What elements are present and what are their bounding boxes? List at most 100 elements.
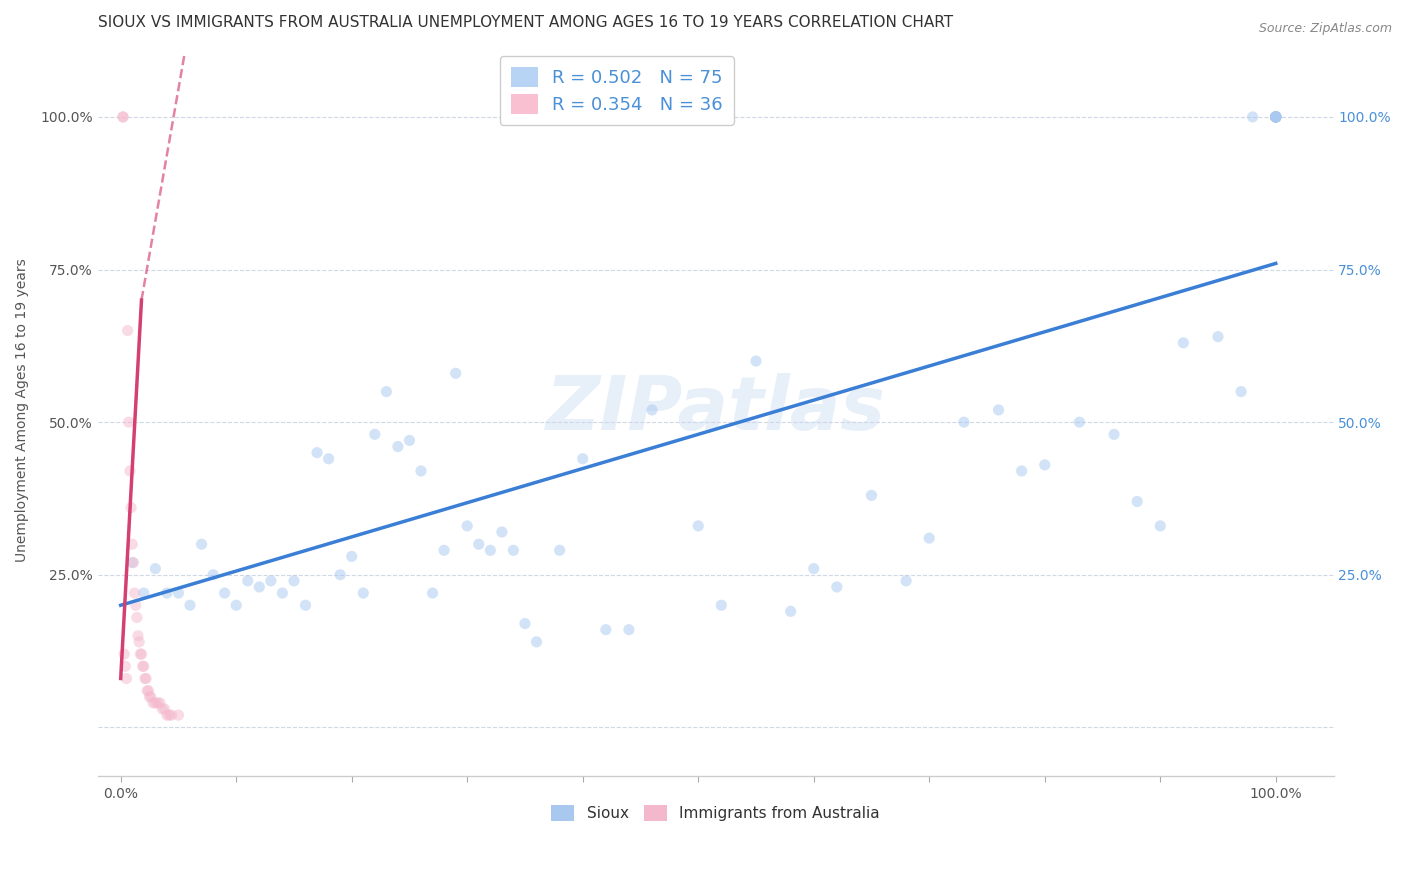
Point	[294, 599, 316, 613]
Point	[1264, 110, 1286, 124]
Point	[318, 451, 340, 466]
Point	[134, 672, 156, 686]
Point	[1264, 110, 1286, 124]
Point	[283, 574, 305, 588]
Point	[1264, 110, 1286, 124]
Point	[138, 690, 160, 704]
Point	[987, 403, 1010, 417]
Point	[131, 659, 153, 673]
Point	[127, 629, 149, 643]
Point	[1126, 494, 1149, 508]
Point	[153, 702, 176, 716]
Point	[387, 440, 409, 454]
Point	[143, 696, 166, 710]
Point	[167, 708, 190, 723]
Point	[156, 586, 179, 600]
Point	[125, 599, 148, 613]
Point	[132, 659, 155, 673]
Point	[422, 586, 444, 600]
Text: SIOUX VS IMMIGRANTS FROM AUSTRALIA UNEMPLOYMENT AMONG AGES 16 TO 19 YEARS CORREL: SIOUX VS IMMIGRANTS FROM AUSTRALIA UNEMP…	[97, 15, 953, 30]
Point	[894, 574, 917, 588]
Point	[111, 110, 134, 124]
Point	[409, 464, 432, 478]
Text: ZIPatlas: ZIPatlas	[546, 374, 886, 446]
Point	[139, 690, 162, 704]
Point	[779, 604, 801, 618]
Point	[125, 610, 148, 624]
Point	[121, 556, 143, 570]
Point	[129, 647, 152, 661]
Point	[513, 616, 536, 631]
Point	[468, 537, 491, 551]
Point	[548, 543, 571, 558]
Point	[479, 543, 502, 558]
Point	[202, 567, 225, 582]
Point	[688, 519, 710, 533]
Point	[128, 635, 150, 649]
Point	[150, 702, 173, 716]
Point	[617, 623, 640, 637]
Point	[375, 384, 398, 399]
Point	[143, 561, 166, 575]
Point	[112, 647, 135, 661]
Legend: Sioux, Immigrants from Australia: Sioux, Immigrants from Australia	[546, 799, 886, 827]
Point	[138, 683, 160, 698]
Point	[364, 427, 387, 442]
Point	[121, 537, 143, 551]
Point	[398, 434, 420, 448]
Point	[307, 445, 329, 459]
Point	[1069, 415, 1091, 429]
Point	[491, 524, 513, 539]
Point	[1264, 110, 1286, 124]
Point	[118, 415, 141, 429]
Point	[115, 672, 138, 686]
Point	[236, 574, 259, 588]
Point	[1230, 384, 1253, 399]
Point	[124, 586, 146, 600]
Point	[156, 708, 179, 723]
Point	[825, 580, 848, 594]
Point	[136, 683, 159, 698]
Point	[745, 354, 768, 368]
Point	[118, 464, 141, 478]
Point	[1033, 458, 1056, 472]
Point	[167, 586, 190, 600]
Point	[271, 586, 294, 600]
Text: Source: ZipAtlas.com: Source: ZipAtlas.com	[1258, 22, 1392, 36]
Point	[1264, 110, 1286, 124]
Point	[142, 696, 165, 710]
Point	[190, 537, 212, 551]
Point	[1264, 110, 1286, 124]
Point	[214, 586, 236, 600]
Point	[1149, 519, 1171, 533]
Point	[1264, 110, 1286, 124]
Point	[247, 580, 270, 594]
Point	[1264, 110, 1286, 124]
Point	[433, 543, 456, 558]
Point	[1102, 427, 1125, 442]
Point	[571, 451, 593, 466]
Point	[456, 519, 478, 533]
Point	[260, 574, 283, 588]
Point	[1264, 110, 1286, 124]
Point	[340, 549, 363, 564]
Point	[918, 531, 941, 545]
Point	[149, 696, 172, 710]
Point	[803, 561, 825, 575]
Point	[160, 708, 183, 723]
Point	[641, 403, 664, 417]
Point	[502, 543, 524, 558]
Point	[1011, 464, 1033, 478]
Point	[444, 366, 467, 380]
Point	[1241, 110, 1264, 124]
Point	[352, 586, 374, 600]
Point	[953, 415, 976, 429]
Y-axis label: Unemployment Among Ages 16 to 19 years: Unemployment Among Ages 16 to 19 years	[15, 258, 30, 562]
Point	[526, 635, 548, 649]
Point	[1173, 335, 1195, 350]
Point	[179, 599, 201, 613]
Point	[120, 500, 142, 515]
Point	[1206, 329, 1229, 343]
Point	[225, 599, 247, 613]
Point	[157, 708, 180, 723]
